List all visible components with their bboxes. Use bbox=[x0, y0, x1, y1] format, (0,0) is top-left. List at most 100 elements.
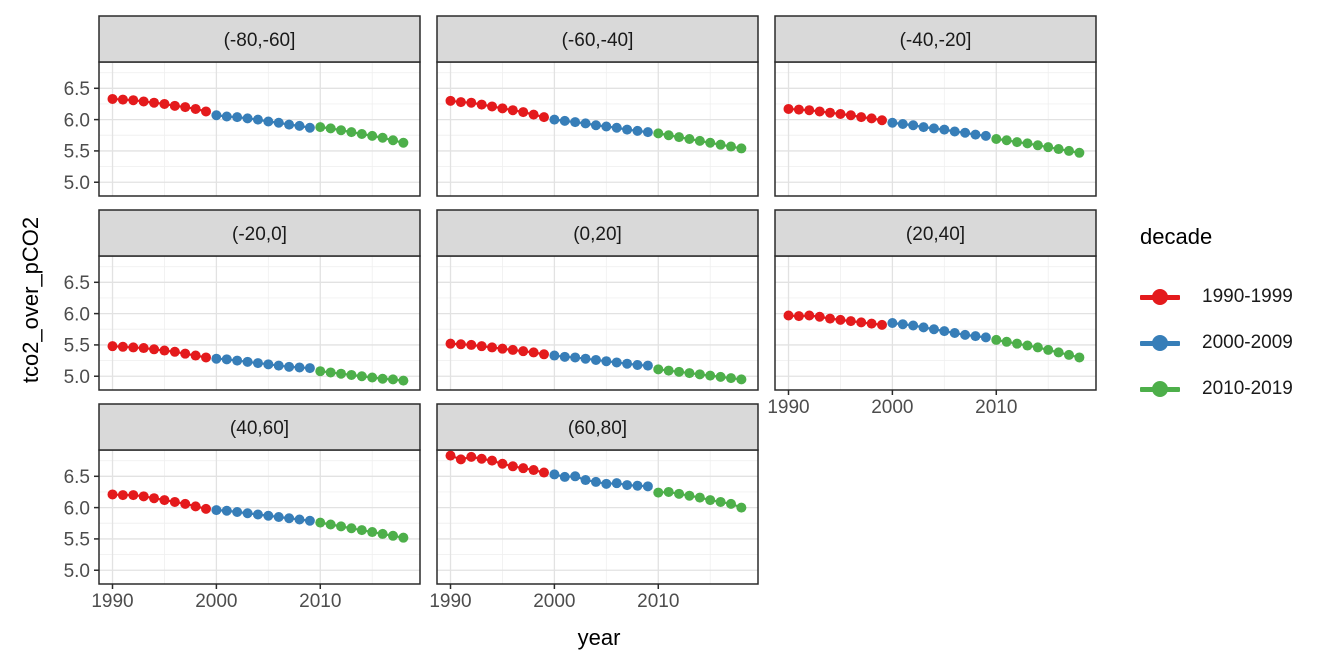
y-tick-label: 6.5 bbox=[64, 273, 90, 294]
decade-line bbox=[216, 509, 311, 522]
data-point bbox=[980, 332, 991, 343]
data-point bbox=[559, 351, 570, 362]
major-gridlines bbox=[775, 62, 1096, 196]
facet-strip bbox=[436, 15, 759, 63]
data-point bbox=[705, 137, 716, 148]
facet-(0,20]: (0,20] bbox=[436, 209, 759, 391]
data-point bbox=[705, 495, 716, 506]
data-point bbox=[939, 124, 950, 135]
facet-strip-label: (-60,-40] bbox=[562, 30, 634, 51]
data-point bbox=[294, 514, 305, 525]
data-point bbox=[918, 122, 929, 133]
data-point bbox=[793, 104, 804, 115]
data-point bbox=[159, 98, 170, 109]
x-tick-label: 1990 bbox=[429, 591, 471, 612]
data-point bbox=[117, 341, 128, 352]
data-point bbox=[725, 373, 736, 384]
data-point bbox=[455, 454, 466, 465]
data-point bbox=[866, 318, 877, 329]
minor-gridlines bbox=[437, 450, 758, 584]
data-point bbox=[346, 369, 357, 380]
data-point bbox=[159, 495, 170, 506]
decade-line bbox=[216, 114, 311, 129]
data-point bbox=[232, 112, 243, 123]
minor-gridlines bbox=[775, 62, 1096, 196]
data-point bbox=[580, 475, 591, 486]
data-point bbox=[949, 328, 960, 339]
data-point bbox=[221, 505, 232, 516]
x-tick-label: 2000 bbox=[871, 397, 913, 418]
data-point bbox=[273, 117, 284, 128]
data-point bbox=[107, 489, 118, 500]
data-point bbox=[684, 134, 695, 145]
data-point bbox=[897, 118, 908, 129]
data-point bbox=[294, 362, 305, 373]
data-point bbox=[304, 363, 315, 374]
facet-(-60,-40]: (-60,-40] bbox=[436, 15, 759, 197]
data-point bbox=[674, 488, 685, 499]
data-point bbox=[476, 453, 487, 464]
data-point bbox=[232, 355, 243, 366]
data-point bbox=[304, 122, 315, 133]
data-point bbox=[804, 310, 815, 321]
data-point bbox=[866, 113, 877, 124]
data-point bbox=[1074, 147, 1085, 158]
data-point bbox=[387, 374, 398, 385]
data-point bbox=[590, 476, 601, 487]
data-point bbox=[273, 512, 284, 522]
data-point bbox=[367, 372, 378, 383]
data-point bbox=[304, 515, 315, 526]
data-point bbox=[252, 358, 263, 369]
legend-entry: 2010-2019 bbox=[1140, 366, 1293, 412]
facet-strip bbox=[774, 15, 1097, 63]
data-point bbox=[201, 106, 211, 117]
data-point bbox=[315, 517, 326, 528]
data-point bbox=[991, 334, 1002, 345]
data-point bbox=[960, 329, 971, 340]
data-point bbox=[684, 368, 695, 379]
legend-label: 1990-1999 bbox=[1202, 286, 1293, 307]
x-tick-label: 1990 bbox=[91, 591, 133, 612]
data-point bbox=[1012, 137, 1023, 148]
facet-(-40,-20]: (-40,-20] bbox=[774, 15, 1097, 197]
data-point bbox=[466, 97, 477, 108]
data-point bbox=[128, 490, 139, 501]
data-point bbox=[138, 96, 149, 107]
data-point bbox=[725, 141, 736, 152]
x-tick-label: 1990 bbox=[767, 397, 809, 418]
data-point bbox=[528, 109, 539, 120]
data-point bbox=[539, 467, 549, 478]
data-point bbox=[528, 347, 539, 358]
data-point bbox=[149, 344, 160, 355]
decade-line bbox=[892, 321, 987, 339]
data-point bbox=[518, 463, 529, 474]
data-point bbox=[684, 490, 695, 501]
data-point bbox=[632, 480, 643, 491]
data-point bbox=[315, 122, 326, 133]
panel-background bbox=[99, 62, 420, 196]
facet-strip-label: (20,40] bbox=[906, 224, 965, 245]
legend-key bbox=[1140, 289, 1180, 305]
minor-gridlines bbox=[99, 256, 420, 390]
data-point bbox=[674, 366, 685, 377]
decade-line bbox=[112, 97, 207, 113]
data-point bbox=[117, 94, 128, 105]
data-point bbox=[252, 509, 263, 520]
data-point bbox=[814, 106, 825, 117]
data-point bbox=[128, 342, 139, 353]
data-point bbox=[242, 113, 253, 124]
data-point bbox=[1063, 145, 1074, 156]
data-point bbox=[663, 365, 674, 376]
data-point bbox=[387, 530, 398, 541]
data-point bbox=[601, 121, 612, 132]
y-tick-label: 6.5 bbox=[64, 467, 90, 488]
data-point bbox=[138, 491, 149, 502]
data-point bbox=[315, 366, 326, 377]
data-point bbox=[201, 503, 211, 514]
data-point bbox=[211, 110, 222, 121]
facet-(20,40]: (20,40] 1990 2000 2010 bbox=[767, 209, 1097, 418]
data-point bbox=[715, 496, 726, 507]
data-point bbox=[346, 127, 357, 138]
data-point bbox=[845, 110, 856, 121]
